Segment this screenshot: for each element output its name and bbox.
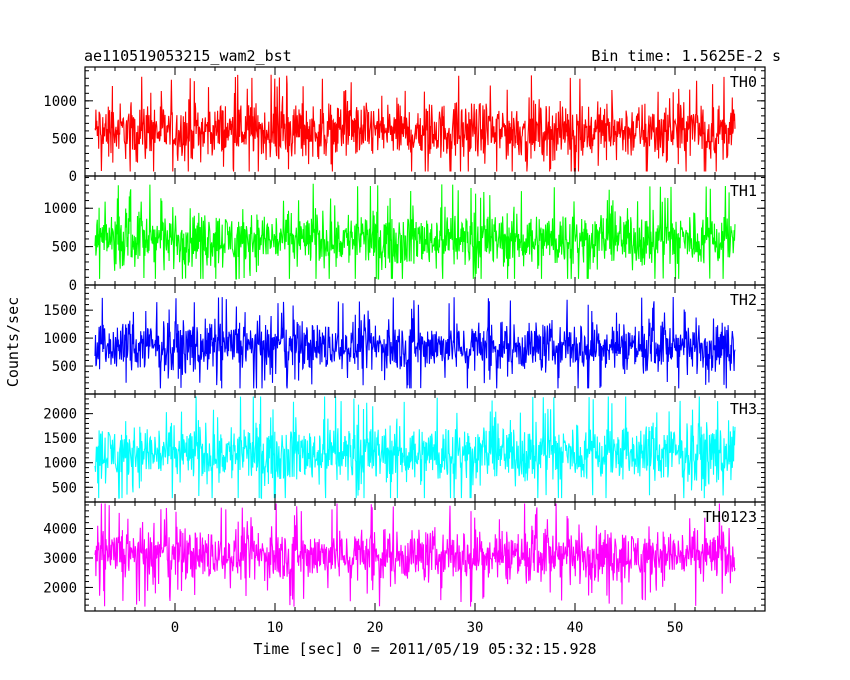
series-line-th0 bbox=[94, 74, 736, 172]
x-tick-label: 10 bbox=[267, 620, 284, 636]
panel-th0: 0 500 1000 TH0 bbox=[43, 66, 766, 185]
series-line-th0123 bbox=[94, 503, 736, 607]
y-axis-label: Counts/sec bbox=[4, 297, 22, 387]
y-tick-label: 500 bbox=[52, 240, 77, 256]
panel-th3: 500 1000 1500 2000 TH3 bbox=[43, 393, 766, 503]
panel-th2: 500 1000 1500 TH2 bbox=[43, 284, 766, 395]
y-tick-label: 500 bbox=[52, 359, 77, 375]
chart-title-left: ae110519053215_wam2_bst bbox=[84, 47, 292, 65]
panel-label: TH0 bbox=[730, 73, 757, 91]
y-tick-label: 1000 bbox=[43, 201, 77, 217]
chart-title-right: Bin time: 1.5625E-2 s bbox=[591, 47, 781, 65]
panel-label: TH3 bbox=[730, 400, 757, 418]
y-tick-label: 1500 bbox=[43, 431, 77, 447]
x-tick-label: 40 bbox=[567, 620, 584, 636]
panel-label: TH0123 bbox=[703, 508, 757, 526]
y-tick-label: 0 bbox=[69, 169, 77, 185]
y-tick-label: 2000 bbox=[43, 407, 77, 423]
x-tick-label: 0 bbox=[171, 620, 179, 636]
panel-label: TH1 bbox=[730, 182, 757, 200]
y-tick-label: 3000 bbox=[43, 551, 77, 567]
y-tick-label: 1500 bbox=[43, 303, 77, 319]
y-tick-label: 2000 bbox=[43, 580, 77, 596]
x-tick-label: 50 bbox=[667, 620, 684, 636]
series-line-th1 bbox=[94, 183, 736, 280]
x-tick-label: 30 bbox=[467, 620, 484, 636]
panel-frame bbox=[84, 501, 766, 612]
y-tick-label: 1000 bbox=[43, 331, 77, 347]
y-tick-label: 1000 bbox=[43, 94, 77, 110]
y-tick-label: 4000 bbox=[43, 522, 77, 538]
panel-label: TH2 bbox=[730, 291, 757, 309]
panel-th0123: 2000 3000 4000 TH0123 bbox=[43, 501, 766, 612]
panels-group: 05001000TH005001000TH150010001500TH25001… bbox=[43, 66, 766, 636]
y-tick-label: 500 bbox=[52, 131, 77, 147]
series-line-th3 bbox=[94, 396, 736, 500]
x-axis-label: Time [sec] 0 = 2011/05/19 05:32:15.928 bbox=[253, 640, 596, 658]
x-tick-label: 20 bbox=[367, 620, 384, 636]
panel-th1: 0 500 1000 TH1 bbox=[43, 175, 766, 294]
y-tick-label: 500 bbox=[52, 480, 77, 496]
y-tick-label: 1000 bbox=[43, 456, 77, 472]
series-line-th2 bbox=[94, 296, 736, 389]
y-tick-label: 0 bbox=[69, 278, 77, 294]
